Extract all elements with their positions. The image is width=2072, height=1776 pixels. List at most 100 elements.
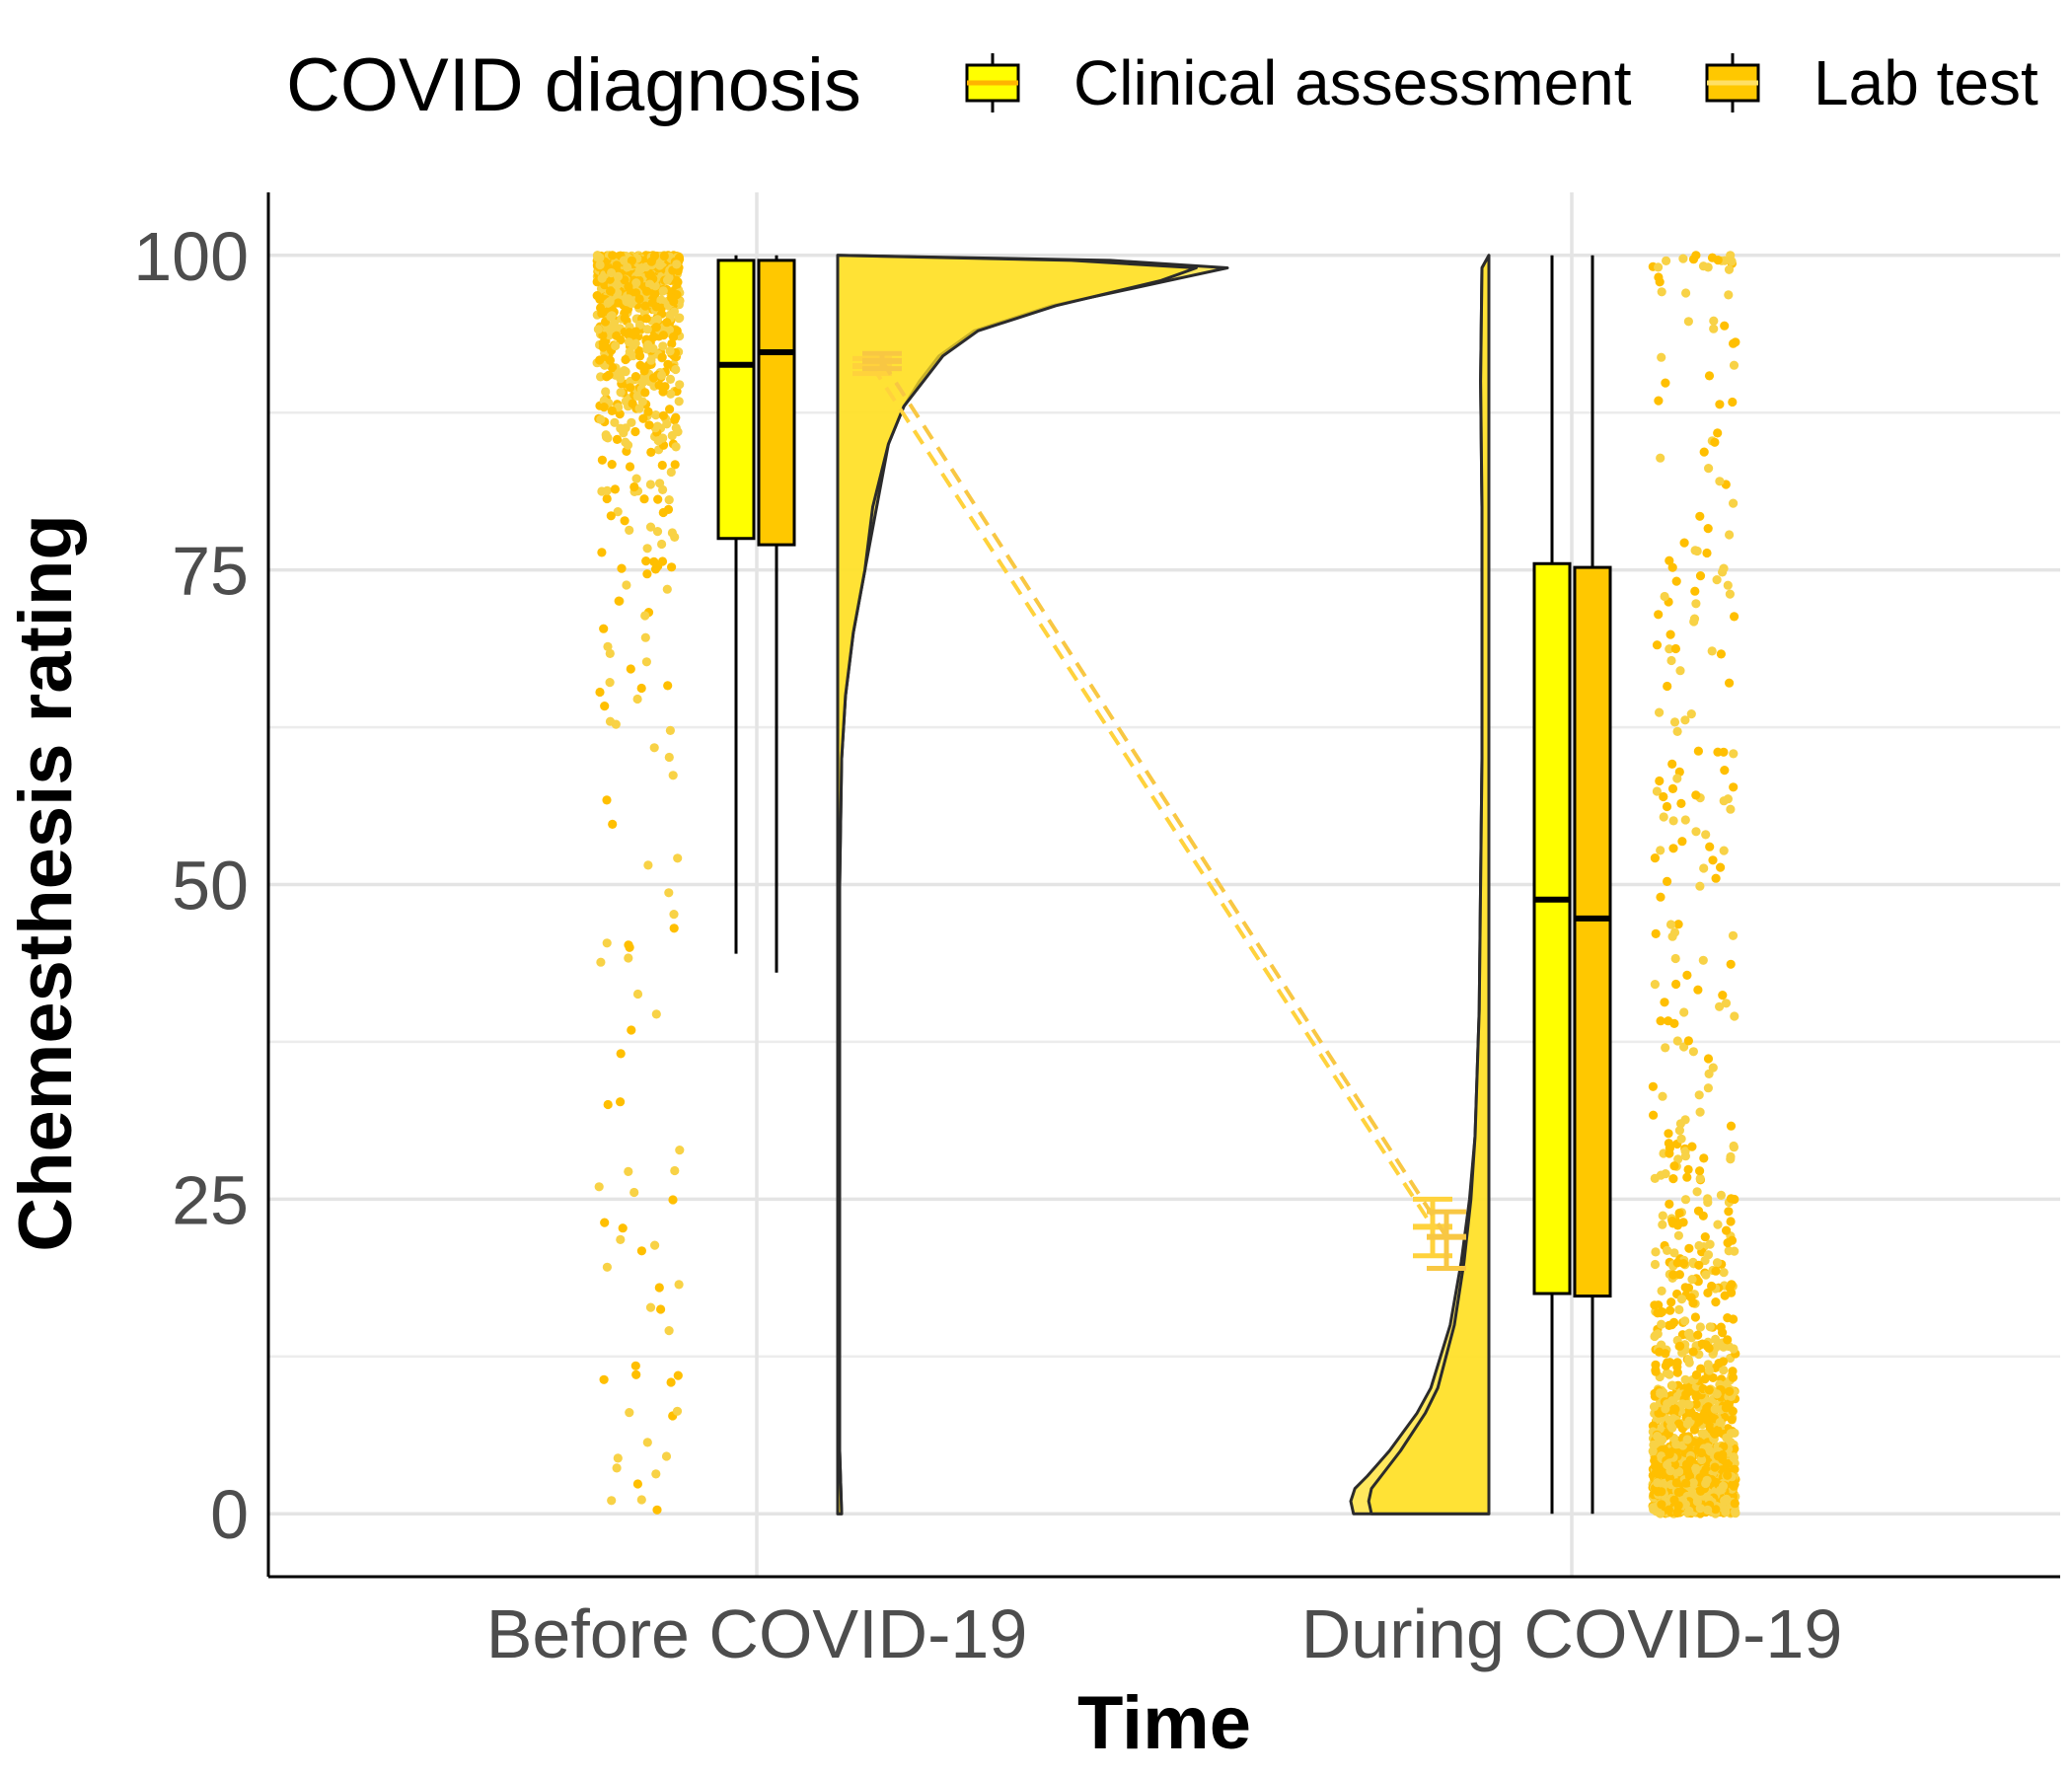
data-point: [620, 516, 629, 526]
data-point: [1657, 1319, 1666, 1329]
data-point: [1697, 1429, 1707, 1439]
data-point: [603, 298, 613, 308]
data-point: [651, 1469, 661, 1479]
data-point: [1668, 1174, 1678, 1184]
data-point: [1648, 1081, 1658, 1091]
data-point: [632, 989, 643, 999]
data-point: [1650, 1259, 1661, 1270]
data-point: [1676, 1134, 1686, 1144]
data-point: [1693, 1206, 1704, 1216]
data-point: [1665, 1369, 1674, 1379]
data-point: [658, 341, 668, 351]
gridlines: [268, 192, 2060, 1577]
data-point: [626, 664, 635, 674]
data-point: [1687, 1275, 1697, 1285]
data-point: [1691, 599, 1701, 609]
data-point: [1710, 1462, 1720, 1472]
data-point: [1651, 1360, 1661, 1369]
data-point: [665, 405, 675, 414]
data-point: [1684, 1358, 1694, 1368]
data-point: [1725, 530, 1735, 540]
data-point: [1696, 1447, 1707, 1458]
data-point: [607, 460, 617, 470]
data-point: [602, 493, 612, 504]
data-point: [1723, 580, 1733, 590]
data-point: [1658, 1211, 1667, 1221]
data-point: [619, 428, 629, 438]
data-point: [662, 419, 672, 429]
data-point: [671, 275, 682, 285]
data-point: [1674, 1126, 1684, 1136]
data-point: [1712, 1389, 1722, 1399]
data-point: [654, 1283, 664, 1293]
data-point: [1716, 649, 1726, 659]
data-point: [1667, 1380, 1677, 1390]
data-point: [1715, 400, 1725, 409]
data-point: [1672, 1508, 1682, 1517]
data-point: [645, 270, 655, 280]
data-point: [636, 1246, 647, 1256]
data-point: [1665, 1415, 1674, 1425]
data-point: [652, 315, 663, 325]
data-point: [632, 1479, 643, 1489]
data-point: [664, 1326, 674, 1336]
data-point: [1664, 1016, 1673, 1026]
data-point: [1682, 1172, 1692, 1182]
data-point: [647, 298, 658, 308]
data-point: [623, 440, 633, 450]
data-point: [1679, 538, 1689, 548]
data-point: [1667, 783, 1678, 794]
data-point: [616, 1234, 626, 1244]
data-point: [599, 1374, 609, 1384]
data-point: [1668, 1270, 1678, 1280]
data-point: [651, 1009, 661, 1019]
data-point: [1648, 1446, 1658, 1456]
raw-points: [592, 251, 1740, 1518]
data-point: [1695, 1504, 1705, 1514]
data-point: [1691, 827, 1701, 837]
data-point: [1683, 1036, 1693, 1046]
data-point: [1650, 1300, 1660, 1310]
data-point: [1656, 846, 1665, 855]
data-point: [608, 362, 618, 373]
data-point: [1665, 1305, 1675, 1315]
data-point: [1676, 798, 1686, 809]
data-point: [1693, 746, 1703, 756]
data-point: [1697, 1454, 1707, 1465]
data-point: [631, 278, 641, 288]
data-point: [1710, 1404, 1720, 1414]
data-point: [645, 522, 656, 532]
data-point: [1669, 717, 1680, 727]
data-point: [1723, 794, 1733, 804]
data-point: [1662, 801, 1672, 812]
data-point: [597, 455, 608, 465]
data-point: [1670, 643, 1680, 654]
data-point: [1667, 562, 1677, 572]
data-point: [1704, 1343, 1714, 1353]
data-point: [624, 1166, 633, 1176]
x-axis-title: Time: [1077, 1681, 1251, 1765]
data-point: [645, 279, 655, 289]
data-point: [663, 681, 673, 691]
data-point: [657, 370, 667, 380]
data-point: [642, 569, 652, 579]
data-point: [1703, 1194, 1713, 1204]
data-point: [630, 426, 640, 437]
data-point: [671, 442, 681, 452]
data-point: [1688, 1478, 1698, 1488]
data-point: [610, 484, 621, 494]
data-point: [640, 611, 650, 621]
boxplots: [716, 255, 1612, 1515]
data-point: [1656, 1170, 1665, 1180]
data-point: [1654, 610, 1664, 620]
data-point: [1726, 1121, 1737, 1131]
data-point: [1694, 1090, 1704, 1100]
data-point: [1698, 955, 1708, 965]
data-point: [637, 378, 648, 388]
data-point: [650, 288, 660, 298]
data-point: [595, 294, 605, 304]
data-point: [642, 344, 652, 354]
y-tick-label: 25: [172, 1161, 249, 1238]
data-point: [1670, 1404, 1680, 1414]
data-point: [1668, 816, 1678, 826]
